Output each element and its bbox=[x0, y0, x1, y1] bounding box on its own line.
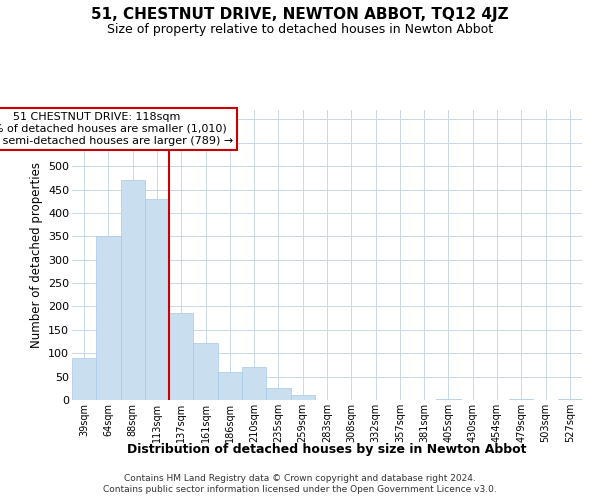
Text: Contains public sector information licensed under the Open Government Licence v3: Contains public sector information licen… bbox=[103, 485, 497, 494]
Bar bbox=[96, 236, 121, 400]
Y-axis label: Number of detached properties: Number of detached properties bbox=[29, 162, 43, 348]
Text: Distribution of detached houses by size in Newton Abbot: Distribution of detached houses by size … bbox=[127, 442, 527, 456]
Bar bbox=[218, 372, 242, 400]
Bar bbox=[72, 358, 96, 400]
Bar bbox=[242, 368, 266, 400]
Bar bbox=[290, 396, 315, 400]
Bar bbox=[266, 388, 290, 400]
Text: 51 CHESTNUT DRIVE: 118sqm
← 56% of detached houses are smaller (1,010)
44% of se: 51 CHESTNUT DRIVE: 118sqm ← 56% of detac… bbox=[0, 112, 233, 146]
Bar bbox=[509, 398, 533, 400]
Bar bbox=[145, 199, 169, 400]
Text: 51, CHESTNUT DRIVE, NEWTON ABBOT, TQ12 4JZ: 51, CHESTNUT DRIVE, NEWTON ABBOT, TQ12 4… bbox=[91, 8, 509, 22]
Text: Size of property relative to detached houses in Newton Abbot: Size of property relative to detached ho… bbox=[107, 22, 493, 36]
Bar bbox=[121, 180, 145, 400]
Bar bbox=[169, 314, 193, 400]
Bar bbox=[436, 398, 461, 400]
Text: Contains HM Land Registry data © Crown copyright and database right 2024.: Contains HM Land Registry data © Crown c… bbox=[124, 474, 476, 483]
Bar bbox=[558, 398, 582, 400]
Bar bbox=[193, 343, 218, 400]
